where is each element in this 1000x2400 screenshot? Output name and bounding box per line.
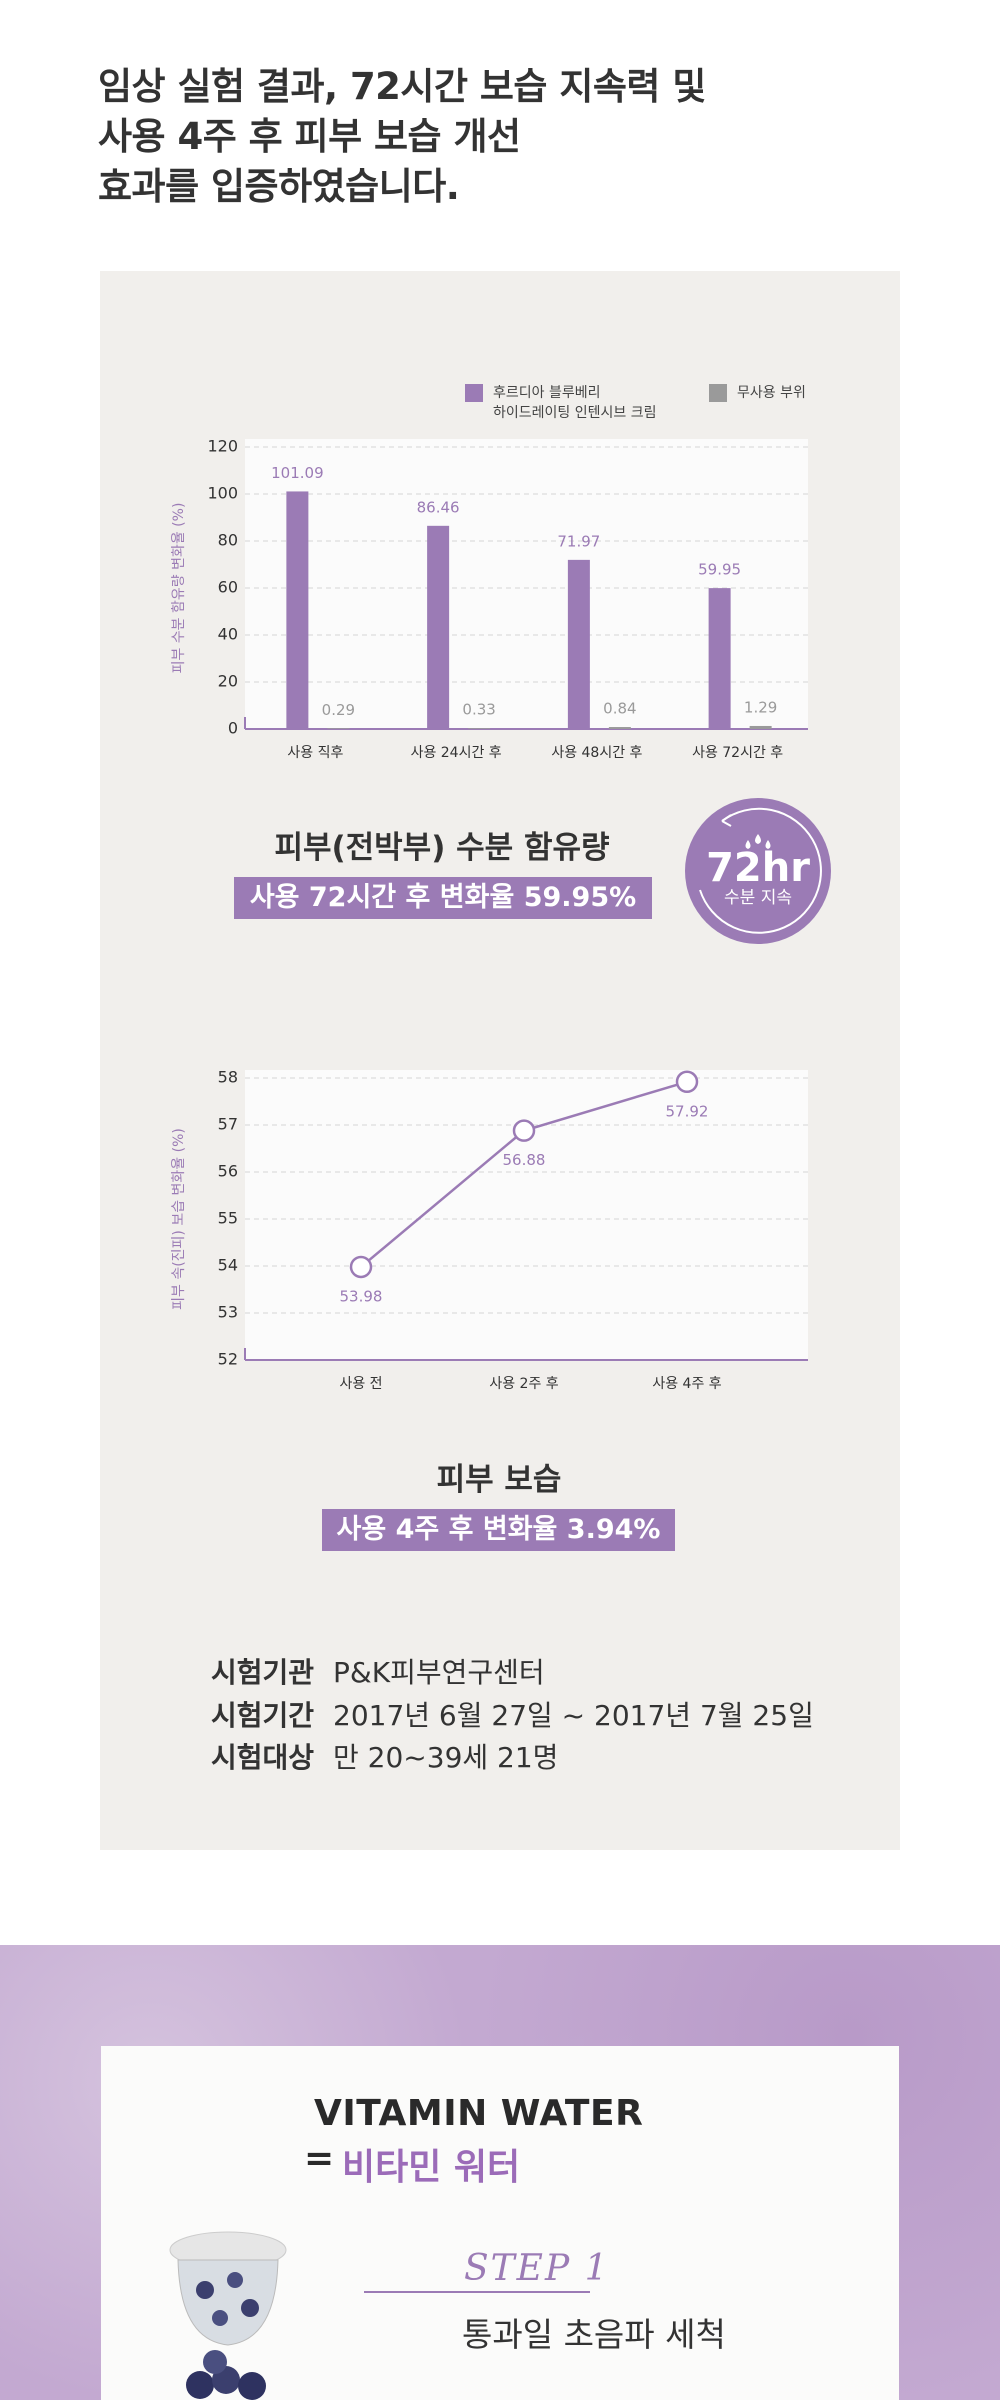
point [675,1070,699,1094]
point [349,1255,373,1279]
chart-title: 피부 보습 [436,1462,562,1498]
berry [238,2372,266,2400]
value-label: 56.88 [503,1151,546,1169]
y-tick-label: 40 [218,625,238,644]
berry [203,2350,227,2374]
chart-subtitle: 사용 4주 후 변화율 3.94% [322,1509,675,1551]
plot-background [245,1070,808,1360]
value-label: 59.95 [698,561,741,579]
step-title: 통과일 초음파 세척 [462,2315,726,2354]
study-row: 시험대상 만 20~39세 21명 [211,1736,558,1776]
chart-subtitle: 사용 72시간 후 변화율 59.95% [234,877,652,919]
bar [708,588,731,729]
y-tick-label: 100 [207,484,238,503]
study-value: 2017년 6월 27일 ~ 2017년 7월 25일 [333,1699,814,1732]
x-tick-label: 사용 48시간 후 [551,745,642,761]
badge: 72hr 수분 지속 [685,798,831,944]
value-label: 0.84 [603,700,636,718]
chart-title: 피부(전박부) 수분 함유량 [274,830,610,866]
badge-value: 72hr [706,845,810,891]
y-tick-label: 53 [218,1303,238,1322]
study-label: 시험대상 [211,1741,315,1774]
heading-line: 효과를 입증하였습니다. [98,165,460,208]
badge-caption: 수분 지속 [724,888,792,908]
berry [212,2310,228,2326]
berry [186,2371,214,2399]
point [512,1119,536,1142]
bar [427,525,450,729]
value-label: 71.97 [557,532,600,550]
y-tick-label: 80 [218,531,238,550]
bar [468,728,491,729]
value-label: 0.29 [322,701,355,719]
y-tick-label: 60 [218,578,238,597]
value-label: 57.92 [666,1102,709,1120]
legend-label: 후르디아 블루베리 하이드레이팅 인텐시브 크림 [493,385,657,421]
y-tick-label: 57 [218,1115,238,1134]
badge-circle [685,798,831,944]
bar [327,728,350,729]
study-label: 시험기간 [211,1699,315,1732]
study-label: 시험기관 [211,1656,315,1689]
bar [608,727,631,729]
heading-line: 임상 실험 결과, 72시간 보습 지속력 및 [98,65,706,108]
product-illustration [169,2231,287,2400]
vitamin-title: VITAMIN WATER [314,2093,644,2134]
y-tick-label: 55 [218,1209,238,1228]
heading-line: 사용 4주 후 피부 보습 개선 [98,115,521,158]
y-axis-label: 피부 속(진피) 보습 변화율 (%) [171,1128,187,1310]
jar-body [177,2259,279,2346]
y-tick-label: 52 [218,1350,238,1369]
study-value: 만 20~39세 21명 [333,1741,559,1774]
vitamin-equals: = [304,2138,335,2179]
study-value: P&K피부연구센터 [333,1656,545,1689]
value-label: 1.29 [744,698,777,716]
badge-drops [745,834,771,849]
bar [567,559,590,729]
charts: 0 20 40 60 80 100 120 피부 수분 함유량 변화율 (%) 사용 직후 101… [171,437,831,1392]
value-label: 53.98 [340,1287,383,1305]
y-tick-label: 58 [218,1068,238,1087]
legend-swatch [465,384,483,402]
x-tick-label: 사용 2주 후 [489,1376,558,1392]
y-axis-label: 피부 수분 함유량 변화율 (%) [171,503,187,674]
value-label: 86.46 [417,498,460,516]
x-tick-label: 사용 24시간 후 [411,745,502,761]
y-tick-label: 0 [228,719,238,738]
vitamin-subtitle: 비타민 워터 [342,2147,521,2188]
step-rule [364,2291,590,2293]
study-row: 시험기간 2017년 6월 27일 ~ 2017년 7월 25일 [211,1694,814,1734]
berry [227,2272,243,2288]
bar [749,725,772,729]
badge-arc [699,807,822,934]
y-tick-label: 56 [218,1162,238,1181]
legend-label: 무사용 부위 [737,385,806,401]
y-tick-label: 120 [207,437,238,456]
study-row: 시험기관 P&K피부연구센터 [211,1651,545,1691]
x-tick-label: 사용 직후 [287,745,343,761]
berry [241,2299,259,2317]
bar [286,491,309,729]
y-tick-label: 20 [218,672,238,691]
x-tick-label: 사용 전 [339,1376,382,1392]
x-tick-label: 사용 72시간 후 [692,745,783,761]
value-label: 101.09 [271,464,324,482]
value-label: 0.33 [462,701,495,719]
step-label: STEP 1 [464,2248,610,2289]
badge-arrow [721,814,732,827]
y-tick-label: 54 [218,1256,238,1275]
legend-swatch [709,384,727,402]
berry [196,2281,214,2299]
x-tick-label: 사용 4주 후 [652,1376,721,1392]
